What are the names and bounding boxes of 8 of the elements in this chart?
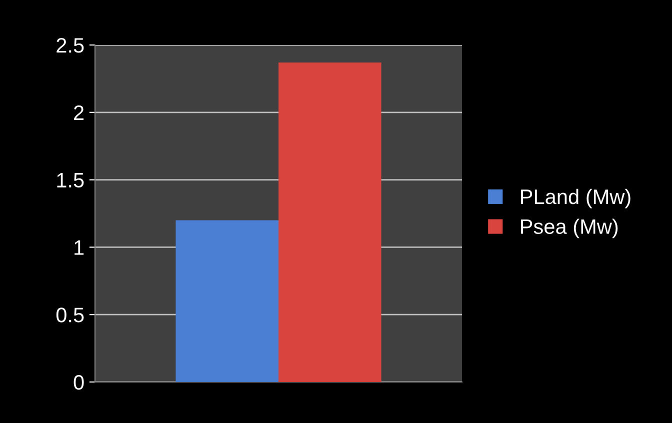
legend-label: PLand (Mw) (521, 188, 630, 208)
y-tick-label: 0.5 (56, 308, 84, 322)
legend-label: Psea (Mw) (521, 218, 618, 238)
y-tick-label: 0 (74, 375, 84, 390)
y-tick-label: 2 (74, 105, 84, 120)
y-tick-label: 1 (74, 240, 84, 255)
y-tick-label: 1.5 (57, 173, 84, 188)
y-tick-label: 2.5 (56, 38, 84, 53)
